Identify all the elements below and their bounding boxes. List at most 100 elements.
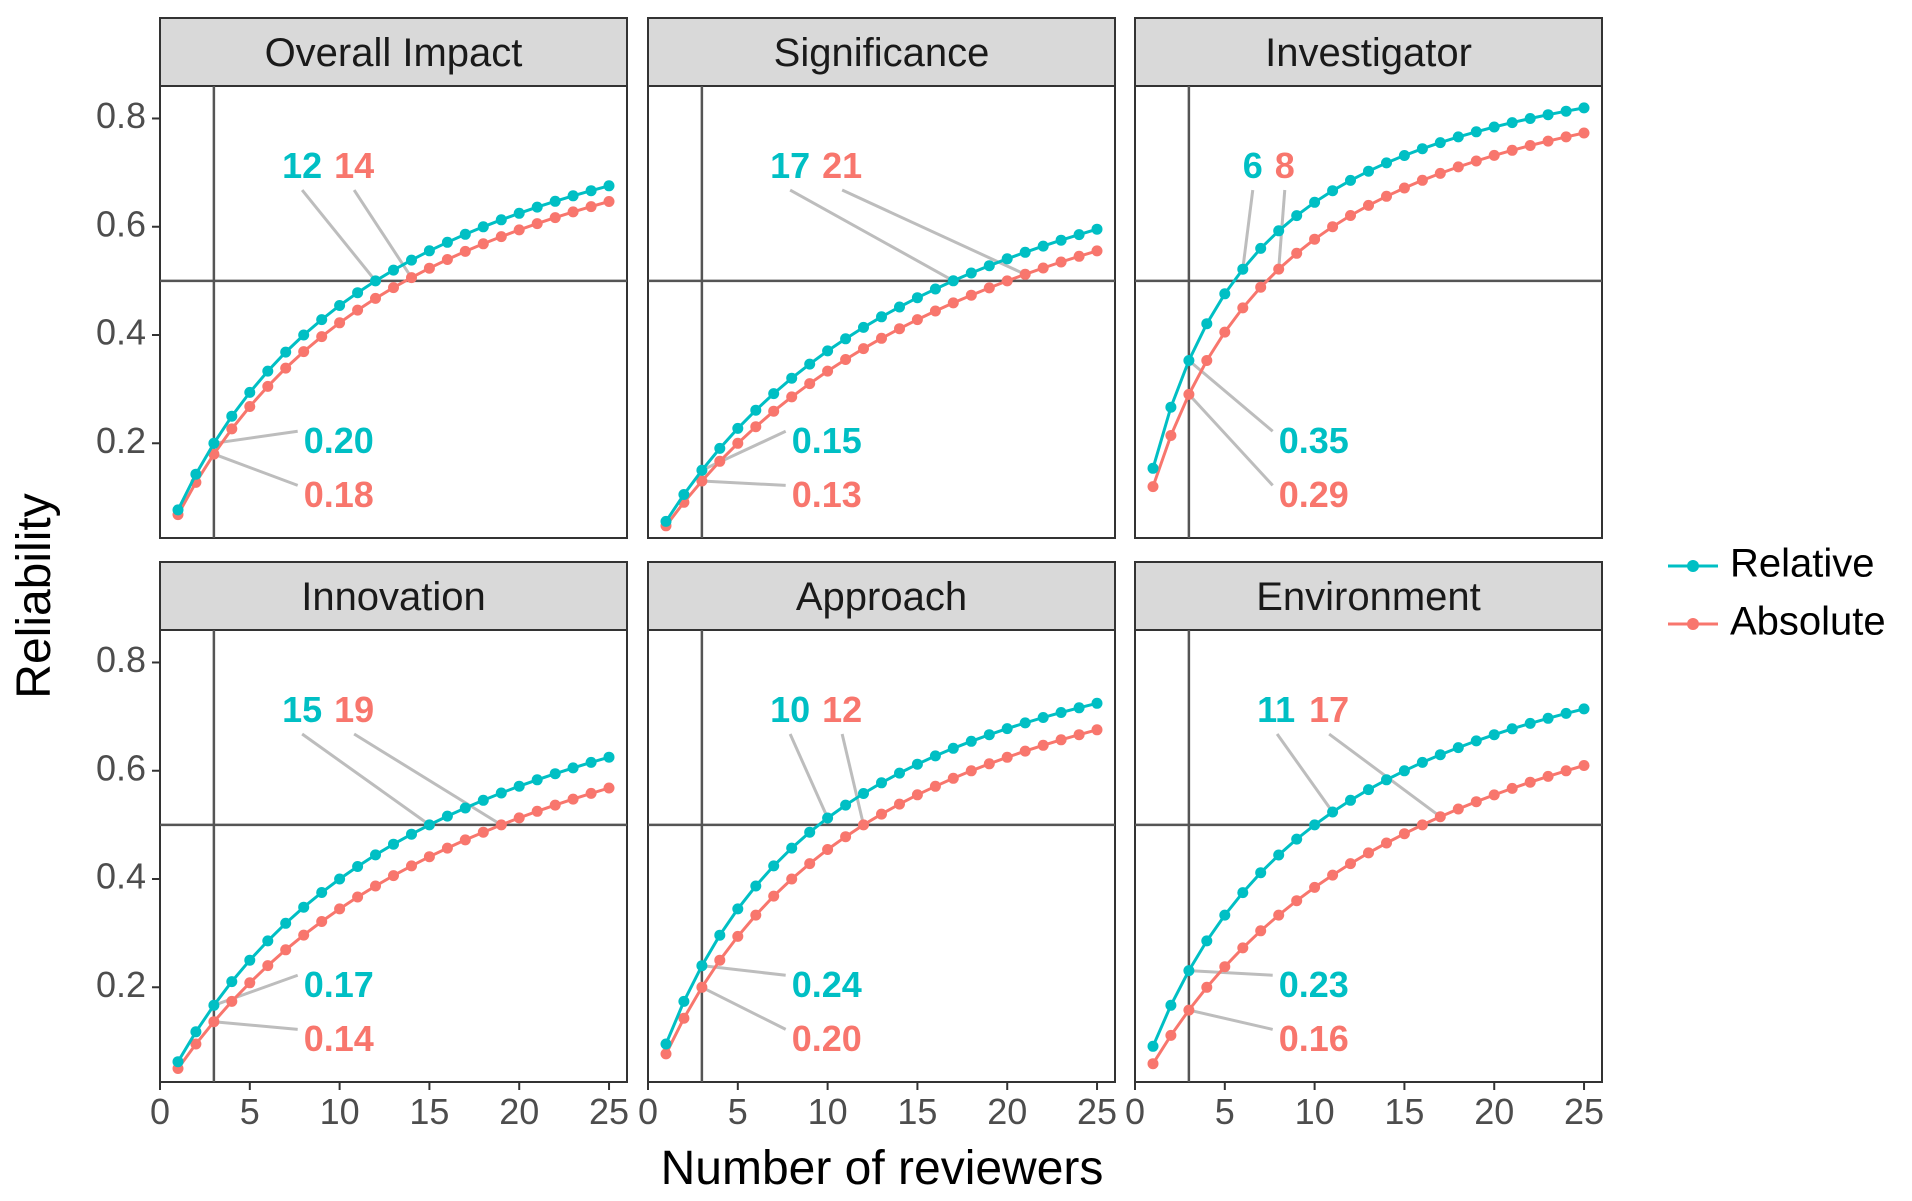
panel-title: Environment (1256, 575, 1481, 619)
data-point (786, 372, 798, 384)
n-for-half-label-relative: 15 (282, 689, 322, 730)
data-point (1201, 981, 1213, 993)
data-point (334, 903, 346, 915)
data-point (334, 873, 346, 885)
data-point (1055, 234, 1067, 246)
data-point (1542, 135, 1554, 147)
data-point (244, 954, 256, 966)
data-point (1506, 723, 1518, 735)
data-point (280, 346, 292, 358)
x-tick-label: 5 (1215, 1091, 1235, 1132)
data-point (1219, 909, 1231, 921)
panel-overall-impact: Overall Impact 12 14 0.20 0.18 (159, 17, 628, 539)
data-point (513, 207, 525, 219)
data-point (1291, 895, 1303, 907)
data-point (190, 468, 202, 480)
leader-line (1187, 359, 1274, 433)
leader-line (1188, 969, 1273, 977)
data-point (495, 231, 507, 243)
data-point (1147, 481, 1159, 493)
data-point (1183, 1004, 1195, 1016)
leader-line (1187, 393, 1274, 487)
data-point (388, 838, 399, 850)
x-tick-label: 20 (987, 1091, 1027, 1132)
data-point (1345, 794, 1356, 806)
plot-area (159, 85, 628, 539)
data-point (876, 808, 887, 820)
data-point (1165, 1029, 1177, 1041)
data-point (1560, 765, 1572, 777)
panel-investigator: Investigator 6 8 0.35 0.29 (1134, 17, 1603, 539)
leader-line (300, 189, 377, 282)
data-point (1452, 161, 1464, 173)
data-point (1183, 388, 1195, 400)
x-tick-label: 10 (320, 1091, 360, 1132)
data-point (1291, 210, 1303, 222)
data-point (423, 245, 435, 257)
data-point (352, 861, 364, 872)
y-axis-title: Reliability (8, 493, 61, 698)
data-point (208, 1016, 220, 1028)
data-point (965, 765, 977, 777)
data-point (531, 218, 543, 230)
data-point (947, 742, 959, 754)
leader-lines (213, 189, 413, 487)
data-point (1309, 196, 1321, 208)
data-point (1147, 1040, 1159, 1052)
n-for-half-label-absolute: 8 (1275, 145, 1295, 186)
data-point (370, 849, 381, 861)
data-point (840, 354, 852, 365)
data-point (531, 774, 543, 786)
data-point (1019, 268, 1031, 280)
data-point (696, 960, 708, 972)
data-point (696, 475, 708, 487)
data-point (406, 828, 417, 840)
data-point (1183, 355, 1195, 366)
x-tick-label: 10 (808, 1091, 848, 1132)
data-point (352, 891, 364, 903)
data-point (1434, 811, 1446, 823)
data-point (549, 212, 561, 224)
data-point (876, 777, 887, 789)
leader-line (841, 188, 1026, 276)
x-tick-label: 25 (1564, 1091, 1604, 1132)
data-point (208, 999, 220, 1011)
data-point (495, 787, 507, 799)
data-point (1398, 828, 1410, 840)
data-point (441, 254, 453, 265)
y-tick-label: 0.2 (96, 964, 146, 1005)
data-point (1073, 729, 1085, 741)
data-point (459, 245, 471, 257)
leader-line (1241, 189, 1255, 270)
series-absolute (660, 245, 1103, 532)
data-point (459, 228, 471, 240)
data-point (334, 300, 346, 311)
plot-area (1134, 85, 1603, 539)
data-point (786, 873, 798, 885)
data-point (929, 305, 941, 317)
data-point (750, 880, 762, 892)
x-tick-label: 20 (1474, 1091, 1514, 1132)
data-point (513, 780, 525, 792)
data-point (585, 201, 597, 213)
data-point (1219, 288, 1231, 300)
data-point (1183, 965, 1195, 977)
data-point (441, 236, 453, 248)
data-point (1055, 734, 1067, 746)
data-point (1237, 302, 1249, 314)
data-point (1560, 105, 1572, 117)
data-point (660, 515, 672, 527)
x-axis-title: Number of reviewers (661, 1142, 1104, 1195)
data-point (678, 1012, 690, 1024)
data-point (983, 758, 995, 770)
data-point (1055, 707, 1067, 718)
data-point (1470, 735, 1482, 747)
data-point (1273, 849, 1285, 861)
data-point (1506, 117, 1518, 129)
data-point (894, 798, 905, 810)
data-point (406, 860, 417, 872)
data-point (858, 788, 869, 799)
x-tick-label: 25 (1077, 1091, 1117, 1132)
data-point (352, 287, 364, 299)
y-tick-label: 0.6 (96, 203, 146, 244)
